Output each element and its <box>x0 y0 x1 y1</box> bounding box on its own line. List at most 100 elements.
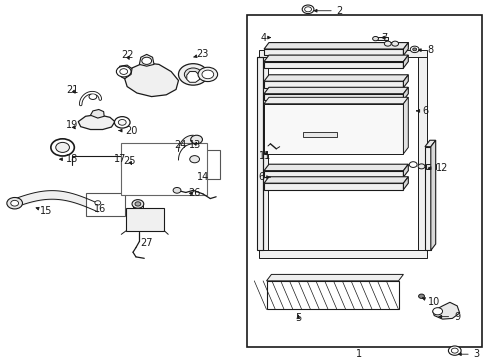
Text: 21: 21 <box>66 85 79 95</box>
Polygon shape <box>403 87 407 100</box>
Bar <box>264 62 403 68</box>
Bar <box>121 143 206 195</box>
Polygon shape <box>264 42 407 49</box>
Polygon shape <box>430 140 435 251</box>
Polygon shape <box>139 54 154 66</box>
Bar <box>426 164 435 169</box>
Polygon shape <box>264 75 407 81</box>
Text: 18: 18 <box>60 154 79 164</box>
Polygon shape <box>117 65 132 79</box>
Bar <box>246 15 481 347</box>
Text: 12: 12 <box>427 163 448 173</box>
Bar <box>424 147 430 251</box>
Polygon shape <box>403 97 407 154</box>
Polygon shape <box>124 63 178 96</box>
Text: 10: 10 <box>422 297 440 307</box>
Bar <box>303 132 337 137</box>
Polygon shape <box>424 140 435 147</box>
Circle shape <box>418 294 424 298</box>
Circle shape <box>173 188 181 193</box>
Circle shape <box>372 36 378 41</box>
Bar <box>259 251 426 258</box>
Circle shape <box>56 143 69 152</box>
Bar <box>417 57 426 251</box>
Text: 14: 14 <box>196 172 209 182</box>
Circle shape <box>178 64 207 85</box>
Text: 5: 5 <box>295 314 301 323</box>
Text: 20: 20 <box>119 126 137 136</box>
Polygon shape <box>264 55 407 62</box>
Text: 27: 27 <box>140 238 153 248</box>
Polygon shape <box>186 72 199 82</box>
Circle shape <box>409 46 418 53</box>
Circle shape <box>116 66 131 77</box>
Text: 6: 6 <box>258 172 270 182</box>
Circle shape <box>189 156 199 163</box>
Polygon shape <box>403 75 407 87</box>
Text: 23: 23 <box>193 49 209 59</box>
Text: 16: 16 <box>94 204 106 214</box>
Circle shape <box>450 348 457 353</box>
Text: 24: 24 <box>173 140 186 150</box>
Text: 4: 4 <box>261 32 270 42</box>
Polygon shape <box>403 177 407 190</box>
Circle shape <box>304 7 311 12</box>
Circle shape <box>384 41 390 46</box>
Bar <box>85 193 124 216</box>
Text: 1: 1 <box>356 349 362 359</box>
Text: 15: 15 <box>36 206 53 216</box>
Bar <box>259 57 267 251</box>
Text: 8: 8 <box>418 45 432 55</box>
Circle shape <box>202 70 213 79</box>
Circle shape <box>408 162 416 167</box>
Text: 2: 2 <box>314 6 342 16</box>
Text: 6: 6 <box>416 106 427 116</box>
Circle shape <box>302 5 313 14</box>
Text: 26: 26 <box>188 188 201 198</box>
Circle shape <box>89 94 97 99</box>
Circle shape <box>95 201 101 205</box>
Bar <box>264 171 403 177</box>
Circle shape <box>132 200 143 208</box>
Text: 19: 19 <box>66 120 79 130</box>
Circle shape <box>142 57 151 64</box>
Polygon shape <box>78 114 115 130</box>
Bar <box>264 183 403 190</box>
Polygon shape <box>264 164 407 171</box>
Circle shape <box>51 139 74 156</box>
Bar <box>185 150 220 179</box>
Circle shape <box>190 135 202 144</box>
Polygon shape <box>432 302 459 319</box>
Polygon shape <box>403 164 407 177</box>
Circle shape <box>412 48 416 51</box>
Polygon shape <box>403 42 407 55</box>
Bar <box>93 199 102 207</box>
Bar <box>126 207 164 231</box>
Bar <box>133 203 142 208</box>
Bar <box>264 104 403 154</box>
Circle shape <box>11 201 19 206</box>
Circle shape <box>417 164 424 169</box>
Text: 3: 3 <box>458 349 479 359</box>
Circle shape <box>184 68 202 81</box>
Text: 11: 11 <box>258 150 271 161</box>
Circle shape <box>114 117 130 128</box>
Circle shape <box>118 120 126 125</box>
Text: 13: 13 <box>188 140 201 150</box>
Polygon shape <box>403 55 407 68</box>
Circle shape <box>432 308 442 315</box>
Circle shape <box>198 67 217 82</box>
Polygon shape <box>90 109 104 118</box>
Circle shape <box>7 198 22 209</box>
Bar <box>257 57 263 251</box>
Bar <box>264 49 403 55</box>
Bar <box>264 81 403 87</box>
Polygon shape <box>264 87 407 94</box>
Text: 25: 25 <box>123 156 136 166</box>
Bar <box>266 281 398 310</box>
Circle shape <box>447 346 460 355</box>
Bar <box>375 37 387 40</box>
Circle shape <box>135 202 141 206</box>
Circle shape <box>391 41 398 46</box>
Bar <box>264 94 403 100</box>
